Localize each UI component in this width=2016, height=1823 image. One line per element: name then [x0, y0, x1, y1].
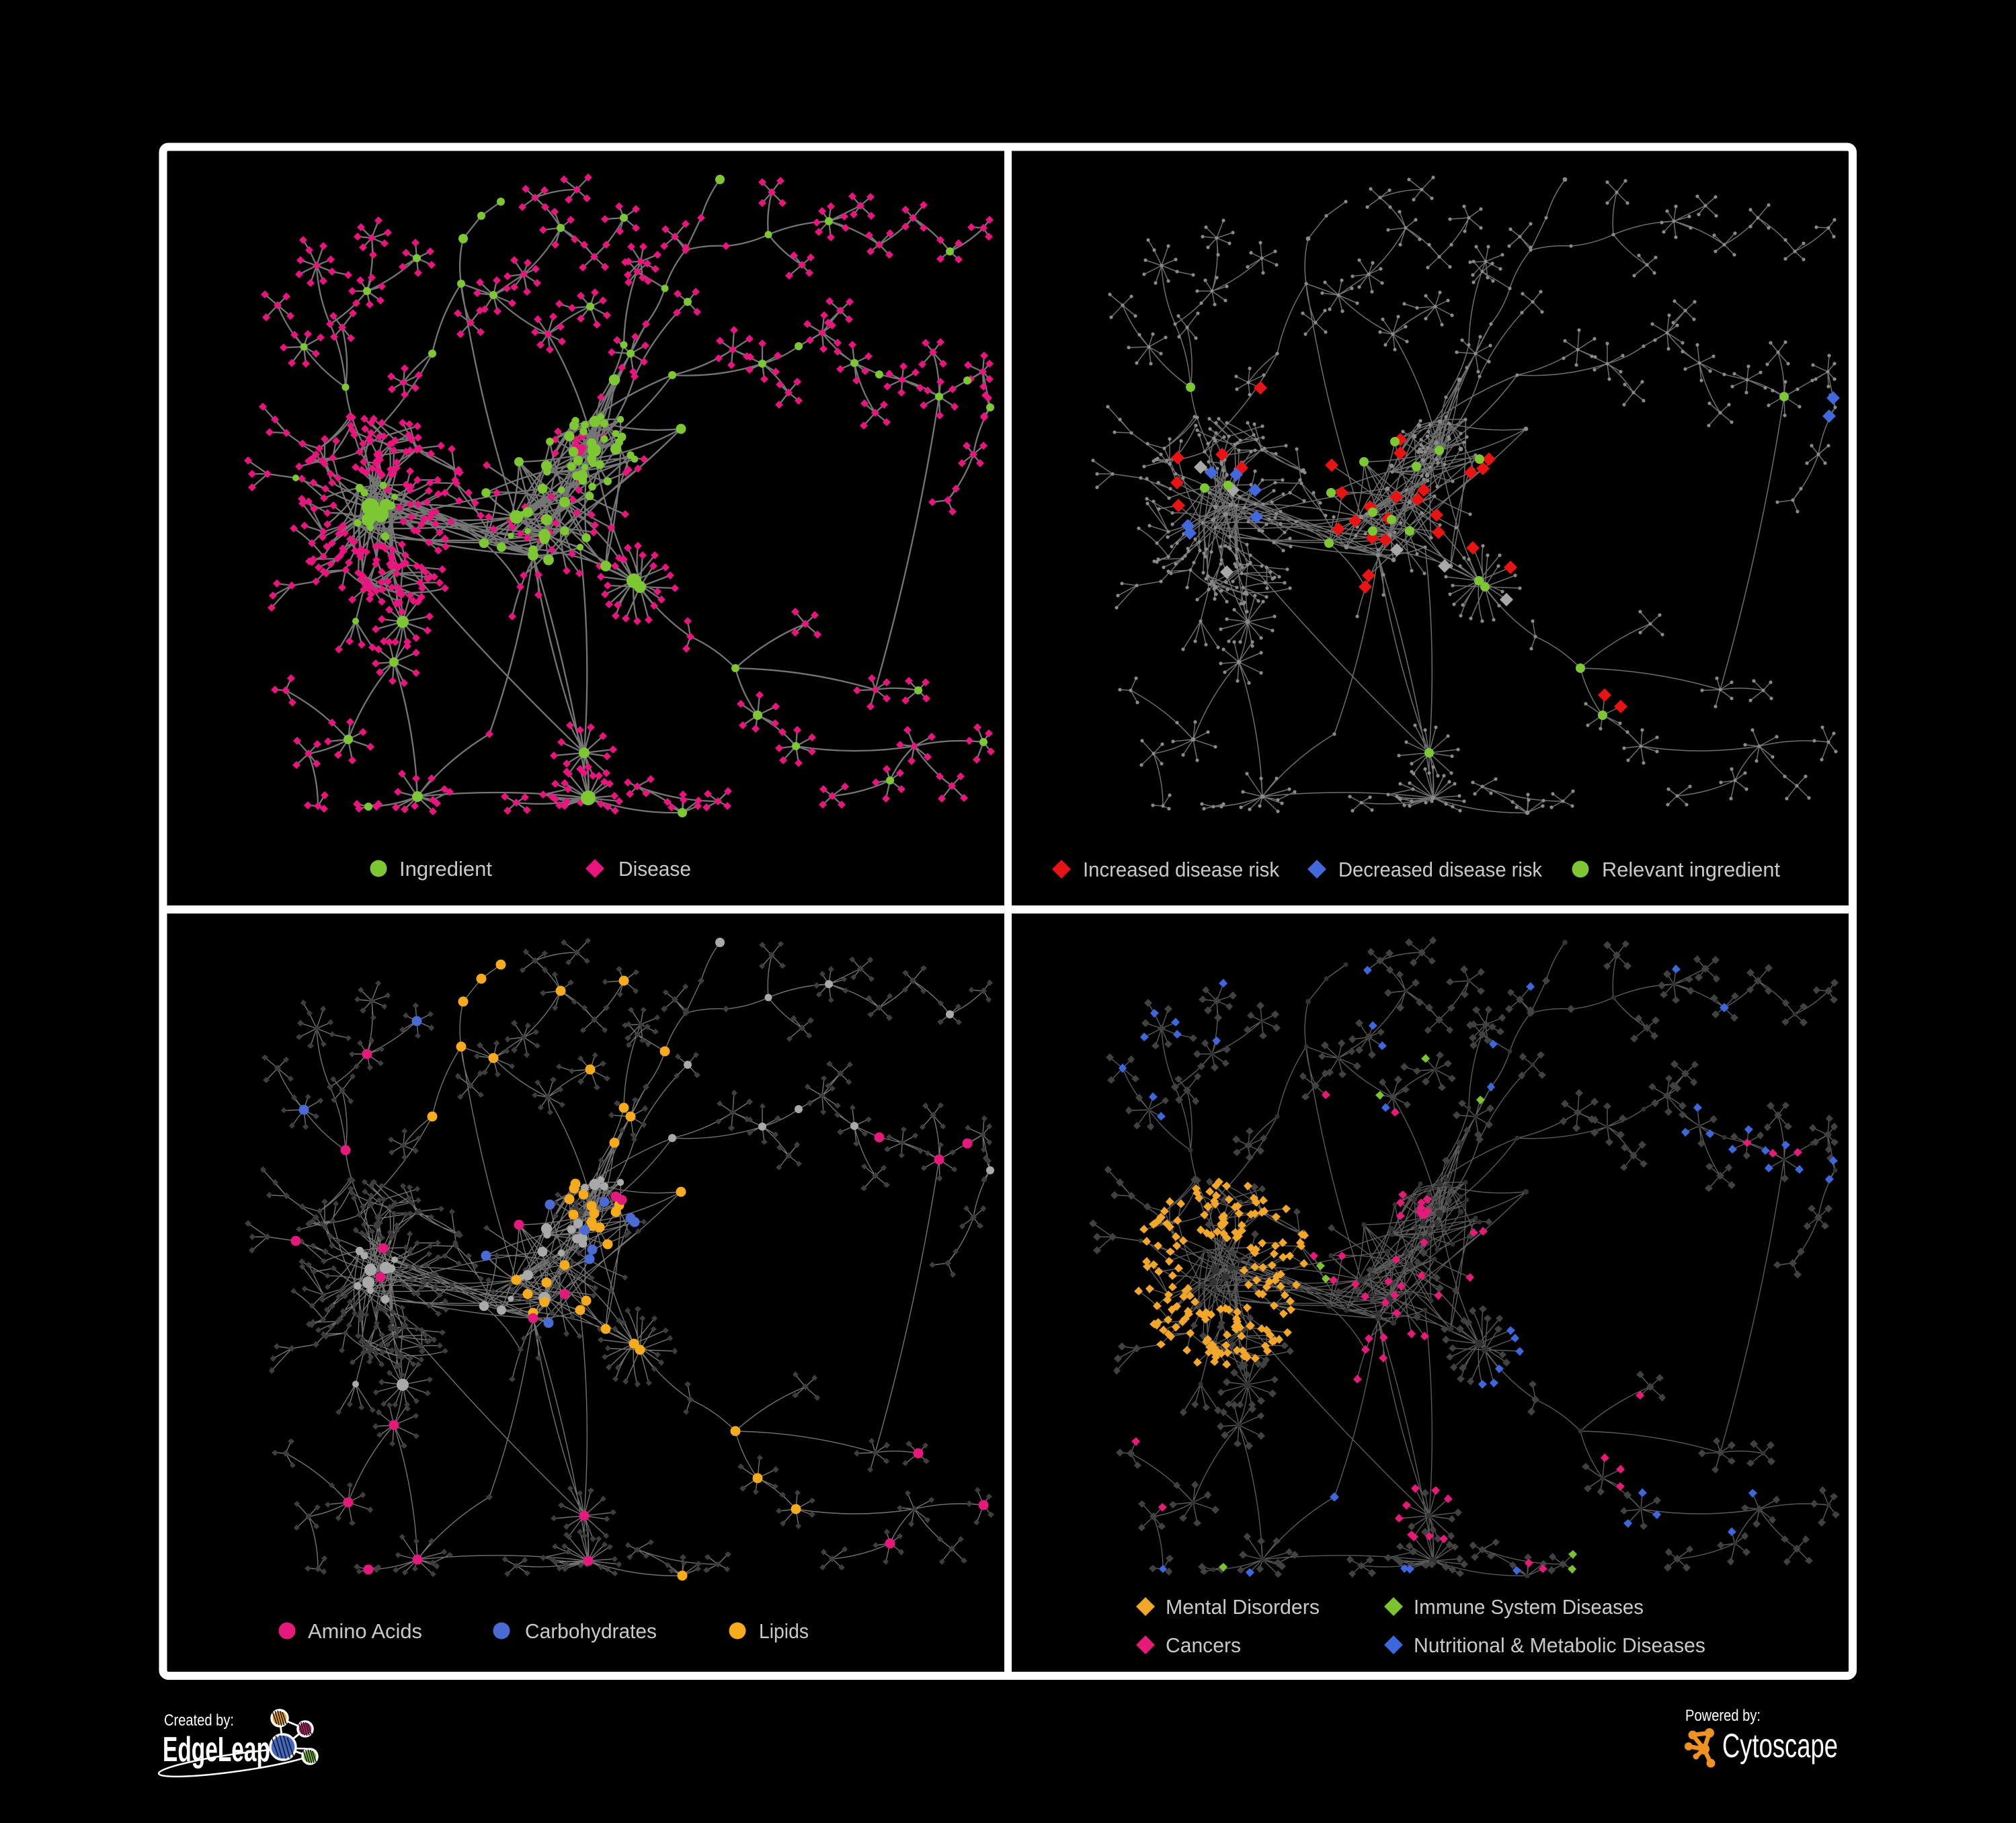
svg-text:Decreased disease risk: Decreased disease risk [1338, 858, 1542, 881]
svg-text:Cancers: Cancers [1166, 1633, 1241, 1657]
svg-text:Powered by:: Powered by: [1685, 1707, 1761, 1725]
svg-text:Relevant ingredient: Relevant ingredient [1602, 858, 1780, 881]
svg-text:Immune System Diseases: Immune System Diseases [1414, 1595, 1644, 1619]
svg-text:Carbohydrates: Carbohydrates [525, 1619, 657, 1643]
svg-text:Disease: Disease [618, 857, 691, 881]
svg-text:Lipids: Lipids [759, 1619, 809, 1643]
svg-text:EdgeLeap: EdgeLeap [163, 1730, 270, 1769]
svg-text:Cytoscape: Cytoscape [1722, 1727, 1838, 1765]
svg-text:Created by:: Created by: [164, 1711, 234, 1730]
svg-text:Mental Disorders: Mental Disorders [1166, 1595, 1320, 1619]
svg-text:Amino Acids: Amino Acids [308, 1619, 422, 1643]
svg-text:Ingredient: Ingredient [399, 857, 492, 881]
svg-text:Nutritional & Metabolic Diseas: Nutritional & Metabolic Diseases [1414, 1633, 1705, 1657]
svg-text:Increased disease risk: Increased disease risk [1083, 858, 1279, 881]
